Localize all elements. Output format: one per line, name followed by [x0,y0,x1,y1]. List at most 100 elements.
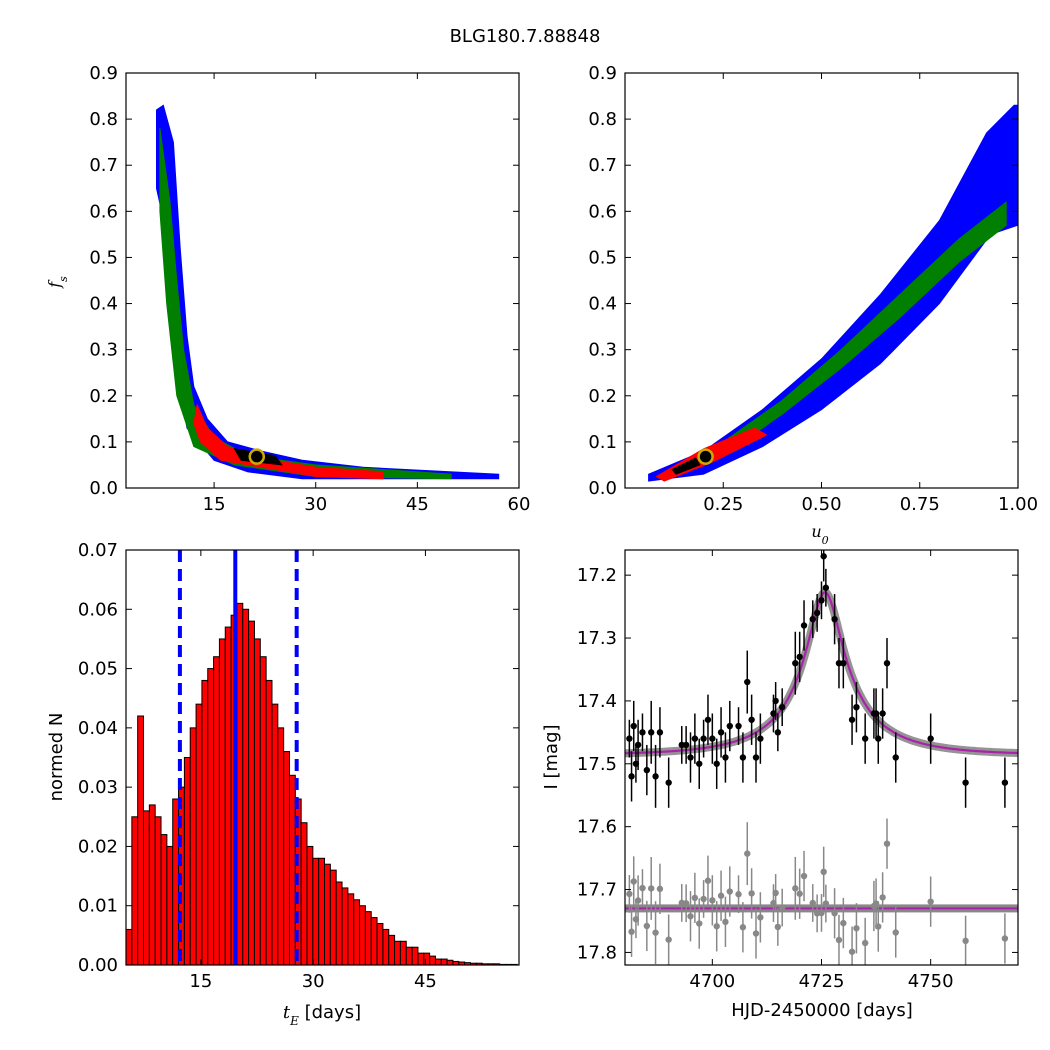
heatmap-area [648,104,1019,482]
x-tick-label: 0.50 [801,494,841,515]
data-point [840,659,847,667]
histogram-bar [335,881,343,966]
y-tick-label: 0.2 [89,386,118,407]
y-tick-label: 0.0 [89,478,118,499]
residual-point [962,937,969,945]
residual-point [744,850,751,857]
y-tick-label: 17.5 [577,754,617,775]
histogram-bar [394,940,401,966]
residual-point [892,929,899,936]
data-point [774,729,782,736]
figure-title: BLG180.7.88848 [450,26,601,47]
x-tick-label: 45 [414,971,437,992]
residual-point [883,840,891,847]
data-point [927,735,934,742]
residual-point [822,900,830,907]
residual-point [853,925,860,932]
y-tick-label: 0.2 [588,386,617,407]
y-tick-label: 0.3 [89,340,118,361]
heatmap-area [156,104,500,480]
residual-point [709,897,716,904]
residual-point [648,885,655,892]
histogram-bar [347,893,355,966]
data-point [656,729,664,736]
residual-point [722,918,729,926]
data-point [875,735,882,742]
histogram-bar [388,934,396,966]
residual-point [831,910,838,917]
data-point [648,729,655,736]
ticks: 4700 4725 4750 17.2 17.3 17.4 17.5 17.6 17.7 17.8 [577,550,1018,992]
x-tick-label: 30 [304,494,327,515]
histogram-bar [405,946,413,966]
y-tick-label: 0.04 [78,718,118,739]
histogram-bar [154,816,162,966]
panel-te-histogram: 15 30 45 0.00 0.01 0.02 0.03 0.04 0.05 0.06 0.07 n… [46,540,520,1028]
y-tick-label: 17.4 [577,691,617,712]
residual-point [735,891,742,898]
data-point [700,735,707,742]
data-point [682,741,690,749]
data-point [796,653,803,661]
residual-point [628,928,635,935]
residual-point [700,895,707,903]
data-point [800,622,808,629]
data-point [813,609,821,617]
data-point [652,773,659,780]
data-point [744,678,751,686]
y-tick-label: 0.0 [588,478,617,499]
data-point [820,553,827,560]
y-tick-label: 0.1 [588,432,617,453]
y-tick-label: 0.7 [588,155,617,176]
histogram-bar [189,727,197,966]
histogram-bar [324,863,331,966]
histogram-bar [160,834,168,966]
data-point [861,735,869,742]
residual-point [704,877,712,884]
residual-point [809,899,816,907]
x-tick-label: 4700 [689,971,735,992]
data-point [792,659,799,667]
residual-point [656,885,664,893]
data-point [757,735,764,742]
residual-point [1001,935,1009,942]
y-tick-label: 0.01 [78,896,118,917]
ticks: 15 30 45 0.00 0.01 0.02 0.03 0.04 0.05 0.06 0.07 [78,540,519,992]
histogram-bar [318,857,326,966]
confidence-region-1 [648,104,1019,482]
panel-fs-vs-u0: 0.25 0.50 0.75 1.00 0.0 0.1 0.2 0.3 0.4 0.5 0.6 0.7… [588,63,1038,547]
x-tick-label: 15 [203,494,226,515]
histogram-bar [183,757,191,966]
data-point [628,773,635,780]
histogram-bar [382,928,390,966]
residual-point [796,890,803,897]
y-tick-label: 17.3 [577,628,617,649]
x-tick-label: 0.25 [703,494,743,515]
residual-point [792,885,799,892]
x-tick-label: 4750 [908,971,954,992]
y-tick-label: 0.9 [89,63,118,84]
residual-point [875,923,882,930]
y-tick-label: 0.03 [78,777,118,798]
residual-point [757,914,764,921]
histogram-bar [201,679,209,966]
residual-point [835,936,843,944]
histogram-bar [166,845,174,966]
y-tick-label: 0.06 [78,599,118,620]
y-tick-label: 17.7 [577,880,617,901]
histogram-bar [224,626,232,966]
y-tick-label: 0.8 [588,109,617,130]
x-tick-label: 4725 [799,971,845,992]
residual-point [726,888,733,895]
y-axis-label: fs [45,276,70,289]
histogram-bar [440,958,448,966]
data-point [809,615,816,623]
data-point [748,716,755,723]
y-tick-label: 0.5 [588,247,617,268]
data-point [687,754,694,761]
x-tick-label: 15 [189,971,212,992]
y-tick-label: 17.6 [577,817,617,838]
y-tick-label: 0.7 [89,155,118,176]
data-point [848,716,856,723]
ticks: 0.25 0.50 0.75 1.00 0.0 0.1 0.2 0.3 0.4 0.5 0.6 0.7… [588,63,1038,515]
